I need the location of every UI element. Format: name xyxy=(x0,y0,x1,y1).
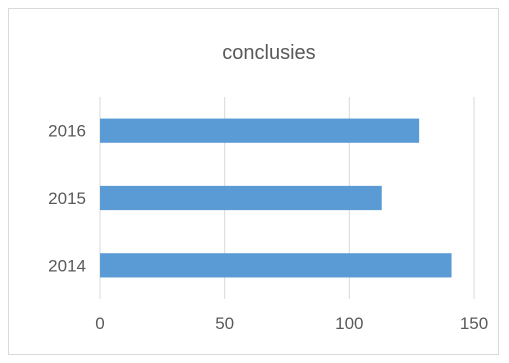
bar-chart: conclusies 2014 2015 2016 0 50 100 150 xyxy=(48,42,488,333)
bar-2016 xyxy=(100,118,420,143)
chart-title: conclusies xyxy=(222,42,315,64)
bar-2015 xyxy=(100,185,382,211)
bar-2014 xyxy=(100,253,452,278)
x-tick-label: 0 xyxy=(95,314,104,333)
y-category-label: 2015 xyxy=(48,189,86,208)
x-tick-label: 100 xyxy=(335,314,363,333)
y-category-label: 2014 xyxy=(48,256,86,275)
y-axis-labels: 2014 2015 2016 xyxy=(48,122,86,276)
x-tick-label: 150 xyxy=(460,314,488,333)
x-tick-label: 50 xyxy=(215,314,234,333)
chart-frame: conclusies 2014 2015 2016 0 50 100 150 xyxy=(8,8,499,355)
x-axis-labels: 0 50 100 150 xyxy=(95,314,488,333)
bars-layer xyxy=(100,118,452,278)
y-category-label: 2016 xyxy=(48,122,86,141)
